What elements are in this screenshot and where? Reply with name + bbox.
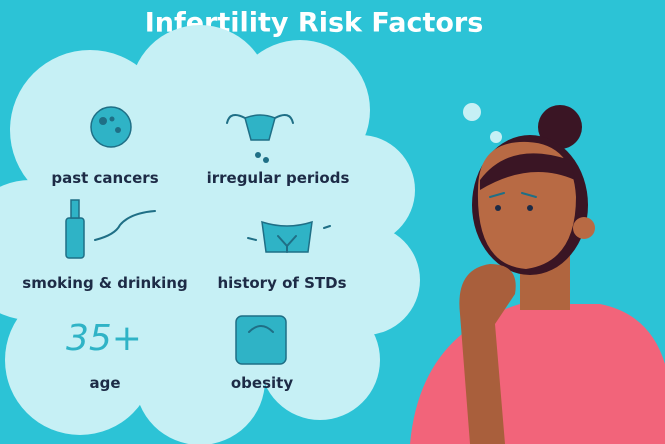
age-icon-text: 35+: [66, 318, 142, 359]
thought-bubble: [490, 131, 502, 143]
uterus-icon: [226, 113, 294, 163]
factor-label: past cancers: [51, 169, 158, 187]
scale-icon: [235, 315, 287, 365]
factor-label: age: [89, 374, 120, 392]
bottle-icon: [65, 199, 156, 259]
factor-label: smoking & drinking: [22, 274, 187, 292]
factor-label: history of STDs: [217, 274, 346, 292]
std-icon: [247, 220, 331, 253]
factor-label: obesity: [231, 374, 293, 392]
cancer-icon: [90, 106, 132, 148]
factor-label: irregular periods: [207, 169, 350, 187]
woman-illustration: [410, 105, 665, 444]
thought-cloud: [0, 25, 420, 444]
thought-bubble: [463, 103, 481, 121]
